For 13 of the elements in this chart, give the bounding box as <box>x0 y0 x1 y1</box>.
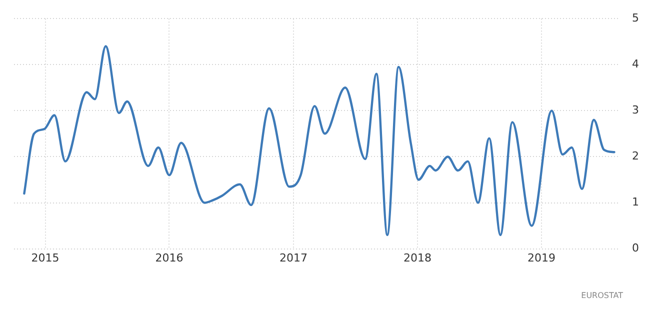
y-tick-label: 3 <box>632 104 639 117</box>
y-tick-label: 4 <box>632 58 639 70</box>
x-tick-label: 2019 <box>528 251 556 264</box>
y-tick-label: 1 <box>632 196 639 209</box>
x-tick-label: 2018 <box>404 251 432 264</box>
y-tick-label: 0 <box>632 242 639 255</box>
y-tick-label: 2 <box>632 150 639 163</box>
x-tick-label: 2015 <box>31 251 60 264</box>
x-tick-label: 2016 <box>155 251 184 264</box>
line-series <box>23 45 616 236</box>
text: EUROSTAT <box>581 291 624 300</box>
y-tick-label: 5 <box>632 11 639 24</box>
x-tick-label: 2017 <box>280 251 308 264</box>
